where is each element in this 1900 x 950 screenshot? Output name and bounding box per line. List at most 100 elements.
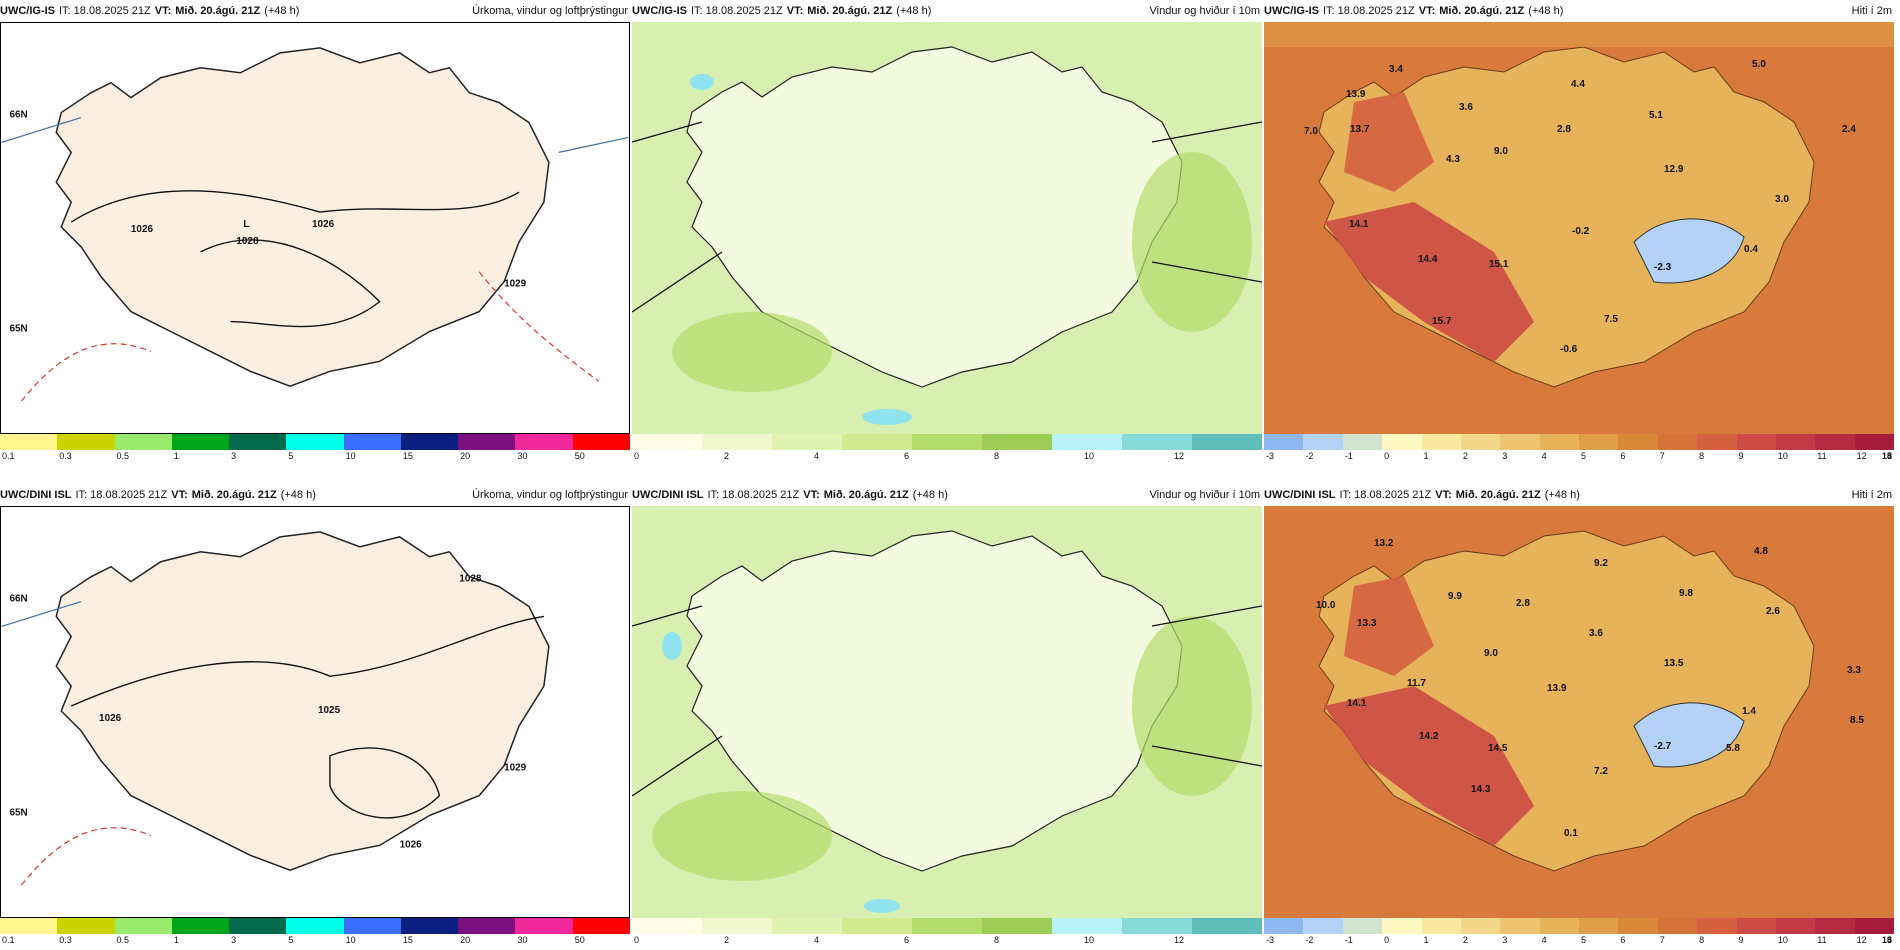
wind-panel-igis: UWC/IG-IS IT: 18.08.2025 21Z VT: Mið. 20… <box>632 0 1262 465</box>
wind-panel-dini: UWC/DINI ISL IT: 18.08.2025 21Z VT: Mið.… <box>632 484 1262 949</box>
temp-label: 3.6 <box>1459 102 1473 113</box>
colorbar-tick-label: 3 <box>231 935 237 945</box>
wind-colorbar <box>632 918 1262 934</box>
warm-region <box>1344 576 1434 676</box>
colorbar-tick-label: 9 <box>1738 451 1744 461</box>
colorbar-tick-label: 0.3 <box>59 935 72 945</box>
lead-time: (+48 h) <box>896 5 932 17</box>
wind-speed-area <box>1132 616 1252 796</box>
colorbar-tick-label: 13 <box>1882 935 1893 945</box>
colorbar-tick-label: -3 <box>1266 451 1275 461</box>
colorbar-swatch <box>982 918 1052 934</box>
colorbar-swatch <box>1618 918 1658 934</box>
temp-label: 2.8 <box>1516 598 1530 609</box>
colorbar-swatch <box>1854 434 1894 450</box>
temperature-contour <box>478 271 599 382</box>
lake <box>864 899 900 913</box>
lake <box>862 409 912 425</box>
colorbar-swatch <box>1539 918 1579 934</box>
colorbar-swatch <box>982 434 1052 450</box>
colorbar-swatch <box>286 434 344 450</box>
panel-title: Úrkoma, vindur og loftþrýstingur <box>472 5 628 17</box>
colorbar-swatch <box>114 434 172 450</box>
temp-colorbar <box>1264 918 1894 934</box>
temp-label: 11.7 <box>1407 678 1426 689</box>
temp-label: 10.0 <box>1316 600 1336 611</box>
colorbar-tick-label: 5 <box>288 935 294 945</box>
valid-time: Mið. 20.ágú. 21Z <box>1439 5 1525 17</box>
graticule-line <box>1 600 82 627</box>
colorbar-swatch <box>1618 434 1658 450</box>
temp-label: 3.0 <box>1775 194 1789 205</box>
lead-time: (+48 h) <box>912 489 948 501</box>
colorbar-tick-label: 8 <box>994 935 1000 945</box>
temperature-map[interactable]: 13.2 9.2 4.8 10.0 9.9 2.8 9.8 2.6 13.3 3… <box>1264 506 1894 918</box>
valid-time-label: VT: <box>786 5 804 17</box>
colorbar-swatch <box>772 434 842 450</box>
colorbar-tick-label: 0 <box>1384 935 1390 945</box>
colorbar-tick-label: 15 <box>1882 935 1893 945</box>
colorbar-tick-label: 16 <box>1882 451 1893 461</box>
pressure-label: 1028 <box>459 574 482 585</box>
temp-label: 9.0 <box>1494 146 1508 157</box>
temp-label: 13.7 <box>1350 124 1370 135</box>
valid-time: Mið. 20.ágú. 21Z <box>823 489 909 501</box>
wind-map[interactable] <box>632 506 1262 918</box>
colorbar-tick-label: 50 <box>574 935 585 945</box>
wind-colorbar-ticks: 0 2 4 6 8 10 12 <box>632 935 1262 947</box>
colorbar-tick-label: 10 <box>1084 935 1095 945</box>
colorbar-swatch <box>1421 918 1461 934</box>
isobar <box>200 239 381 328</box>
colorbar-tick-label: -3 <box>1266 935 1275 945</box>
colorbar-tick-label: 12 <box>1856 935 1867 945</box>
model-name: UWC/DINI ISL <box>1264 489 1336 501</box>
temp-label: 9.2 <box>1594 558 1608 569</box>
panel-title: Hiti í 2m <box>1851 489 1892 501</box>
temp-label: 15.1 <box>1489 259 1509 270</box>
colorbar-swatch <box>1854 918 1894 934</box>
temperature-map[interactable]: 13.9 3.4 3.6 4.4 5.0 7.0 13.7 4.3 9.0 2.… <box>1264 22 1894 434</box>
colorbar-tick-label: 2 <box>724 451 730 461</box>
colorbar-tick-label: 2 <box>724 935 730 945</box>
colorbar-tick-label: 11 <box>1817 451 1827 461</box>
colorbar-swatch <box>1303 918 1343 934</box>
colorbar-tick-label: 4 <box>1541 935 1547 945</box>
colorbar-tick-label: 8 <box>1699 451 1705 461</box>
colorbar-tick-label: 15 <box>1882 451 1893 461</box>
lead-time: (+48 h) <box>264 5 300 17</box>
temp-label: -2.7 <box>1654 741 1672 752</box>
lat-label: 65N <box>9 807 27 818</box>
colorbar-swatch <box>515 434 573 450</box>
colorbar-tick-label: 0.1 <box>2 451 15 461</box>
colorbar-swatch <box>572 434 630 450</box>
colorbar-tick-label: 10 <box>1777 451 1788 461</box>
precip-map[interactable]: 1025 1026 1028 1029 1026 66N 65N <box>0 506 630 918</box>
panel-header: UWC/IG-IS IT: 18.08.2025 21Z VT: Mið. 20… <box>0 0 630 22</box>
temp-label: 14.2 <box>1419 731 1439 742</box>
iceland-landmass <box>55 47 550 388</box>
colorbar-tick-label: 20 <box>460 451 471 461</box>
temp-label: 4.3 <box>1446 154 1460 165</box>
colorbar-swatch <box>1460 434 1501 450</box>
precip-colorbar <box>0 918 630 934</box>
colorbar-swatch <box>1815 918 1855 934</box>
colorbar-swatch <box>1122 434 1192 450</box>
isobar <box>329 747 441 819</box>
wind-map[interactable] <box>632 22 1262 434</box>
model-name: UWC/IG-IS <box>0 5 55 17</box>
colorbar-swatch <box>515 918 573 934</box>
colorbar-swatch <box>912 918 982 934</box>
colorbar-swatch <box>1500 434 1540 450</box>
init-time: IT: 18.08.2025 21Z <box>59 5 151 17</box>
colorbar-swatch <box>1815 434 1855 450</box>
temp-label: 3.3 <box>1847 665 1861 676</box>
colorbar-swatch <box>772 918 842 934</box>
colorbar-tick-label: 0.5 <box>116 451 130 461</box>
colorbar-tick-label: -2 <box>1305 935 1314 945</box>
colorbar-tick-label: 0 <box>1384 451 1390 461</box>
wind-speed-area <box>652 791 832 881</box>
panel-header: UWC/IG-IS IT: 18.08.2025 21Z VT: Mið. 20… <box>632 0 1262 22</box>
precip-map[interactable]: L 1028 1026 1026 1029 66N 65N <box>0 22 630 434</box>
colorbar-swatch <box>400 434 459 450</box>
model-name: UWC/IG-IS <box>632 5 687 17</box>
